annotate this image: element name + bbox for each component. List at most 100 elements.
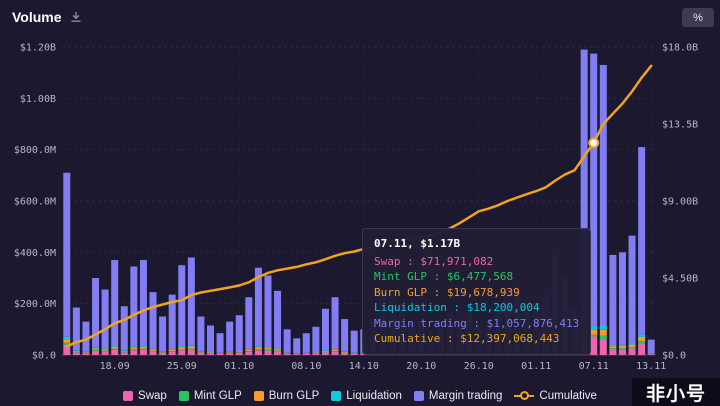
bar-segment-mint-glp[interactable] [628,347,636,349]
bar-segment-liquidation[interactable] [618,344,626,347]
bar-segment-swap[interactable] [628,348,636,355]
bar-segment-burn-glp[interactable] [235,351,243,353]
bar-segment-margin-trading[interactable] [197,316,205,352]
bar-segment-margin-trading[interactable] [628,235,636,344]
bar-segment-mint-glp[interactable] [178,348,186,351]
bar-segment-margin-trading[interactable] [312,326,320,353]
bar-segment-margin-trading[interactable] [159,316,167,352]
legend-item-cumulative[interactable]: Cumulative [514,390,597,402]
bar-segment-swap[interactable] [130,350,138,355]
bar-segment-margin-trading[interactable] [274,290,282,349]
bar-segment-burn-glp[interactable] [139,346,147,349]
legend-item-liquidation[interactable]: Liquidation [331,390,402,402]
bar-segment-swap[interactable] [321,352,329,355]
bar-segment-mint-glp[interactable] [130,349,138,351]
bar-segment-swap[interactable] [178,350,186,355]
bar-segment-margin-trading[interactable] [293,338,301,354]
bar-segment-swap[interactable] [187,349,195,355]
bar-segment-burn-glp[interactable] [245,349,253,352]
bar-segment-margin-trading[interactable] [245,297,253,350]
bar-segment-margin-trading[interactable] [647,339,655,354]
bar-segment-mint-glp[interactable] [101,350,109,352]
bar-segment-swap[interactable] [92,350,100,355]
bar-segment-liquidation[interactable] [187,345,195,347]
bar-segment-liquidation[interactable] [120,350,128,351]
bar-segment-burn-glp[interactable] [72,350,80,352]
bar-segment-mint-glp[interactable] [254,349,262,351]
bar-segment-swap[interactable] [618,349,626,355]
bar-segment-burn-glp[interactable] [254,347,262,350]
bar-segment-margin-trading[interactable] [130,266,138,347]
bar-segment-swap[interactable] [264,350,272,355]
cumulative-highlight-dot[interactable] [588,137,600,149]
bar-segment-burn-glp[interactable] [628,344,636,348]
bar-segment-margin-trading[interactable] [178,265,186,347]
bar-segment-liquidation[interactable] [245,349,253,350]
bar-segment-margin-trading[interactable] [226,321,234,352]
bar-segment-swap[interactable] [274,351,282,355]
bar-segment-mint-glp[interactable] [120,351,128,353]
bar-segment-liquidation[interactable] [72,350,80,351]
bar-segment-margin-trading[interactable] [139,260,147,346]
bar-segment-swap[interactable] [312,353,320,355]
bar-segment-mint-glp[interactable] [618,348,626,350]
bar-segment-margin-trading[interactable] [82,321,90,352]
bar-segment-mint-glp[interactable] [92,349,100,351]
legend-item-mint-glp[interactable]: Mint GLP [178,390,242,402]
bar-segment-liquidation[interactable] [63,336,71,340]
bar-segment-mint-glp[interactable] [274,350,282,352]
bar-segment-burn-glp[interactable] [341,351,349,353]
bar-segment-swap[interactable] [254,350,262,355]
bar-segment-swap[interactable] [149,351,157,355]
bar-segment-margin-trading[interactable] [609,254,617,345]
bar-segment-burn-glp[interactable] [63,339,71,343]
bar-segment-swap[interactable] [207,353,214,355]
bar-segment-mint-glp[interactable] [331,351,339,352]
bar-segment-mint-glp[interactable] [139,348,147,350]
bar-segment-mint-glp[interactable] [168,350,176,352]
bar-segment-mint-glp[interactable] [111,348,119,350]
bar-segment-liquidation[interactable] [235,351,243,352]
bar-segment-margin-trading[interactable] [321,308,329,351]
bar-segment-margin-trading[interactable] [350,330,358,353]
bar-segment-margin-trading[interactable] [92,278,100,348]
bar-segment-margin-trading[interactable] [120,306,128,351]
bar-segment-burn-glp[interactable] [226,352,234,353]
bar-segment-margin-trading[interactable] [235,315,243,352]
bar-segment-liquidation[interactable] [101,348,109,350]
bar-segment-mint-glp[interactable] [187,348,195,350]
bar-segment-margin-trading[interactable] [618,252,626,345]
bar-segment-liquidation[interactable] [274,348,282,350]
bar-segment-liquidation[interactable] [331,349,339,350]
legend-item-swap[interactable]: Swap [123,390,167,402]
bar-segment-mint-glp[interactable] [638,341,646,344]
bar-segment-burn-glp[interactable] [197,351,205,353]
bar-segment-liquidation[interactable] [197,351,205,352]
bar-segment-liquidation[interactable] [149,348,157,350]
bar-segment-swap[interactable] [159,352,167,355]
percent-toggle-button[interactable]: % [682,8,714,27]
download-icon[interactable] [70,11,82,23]
bar-segment-margin-trading[interactable] [283,329,291,353]
bar-segment-margin-trading[interactable] [168,294,176,349]
bar-segment-mint-glp[interactable] [245,351,253,352]
bar-segment-burn-glp[interactable] [283,352,291,354]
bar-segment-margin-trading[interactable] [111,260,119,346]
bar-segment-liquidation[interactable] [130,346,138,348]
bar-segment-swap[interactable] [72,352,80,355]
bar-segment-margin-trading[interactable] [590,53,598,326]
bar-segment-swap[interactable] [331,351,339,355]
bar-segment-swap[interactable] [293,354,301,355]
bar-segment-margin-trading[interactable] [63,172,71,337]
bar-segment-margin-trading[interactable] [599,64,607,326]
bar-segment-mint-glp[interactable] [590,334,598,337]
bar-segment-margin-trading[interactable] [72,307,80,351]
bar-segment-margin-trading[interactable] [216,333,224,353]
bar-segment-burn-glp[interactable] [274,349,282,351]
bar-segment-burn-glp[interactable] [149,349,157,351]
bar-segment-burn-glp[interactable] [331,349,339,352]
bar-segment-margin-trading[interactable] [149,292,157,349]
bar-segment-liquidation[interactable] [590,325,598,330]
legend-item-burn-glp[interactable]: Burn GLP [253,390,319,402]
bar-segment-mint-glp[interactable] [264,349,272,351]
